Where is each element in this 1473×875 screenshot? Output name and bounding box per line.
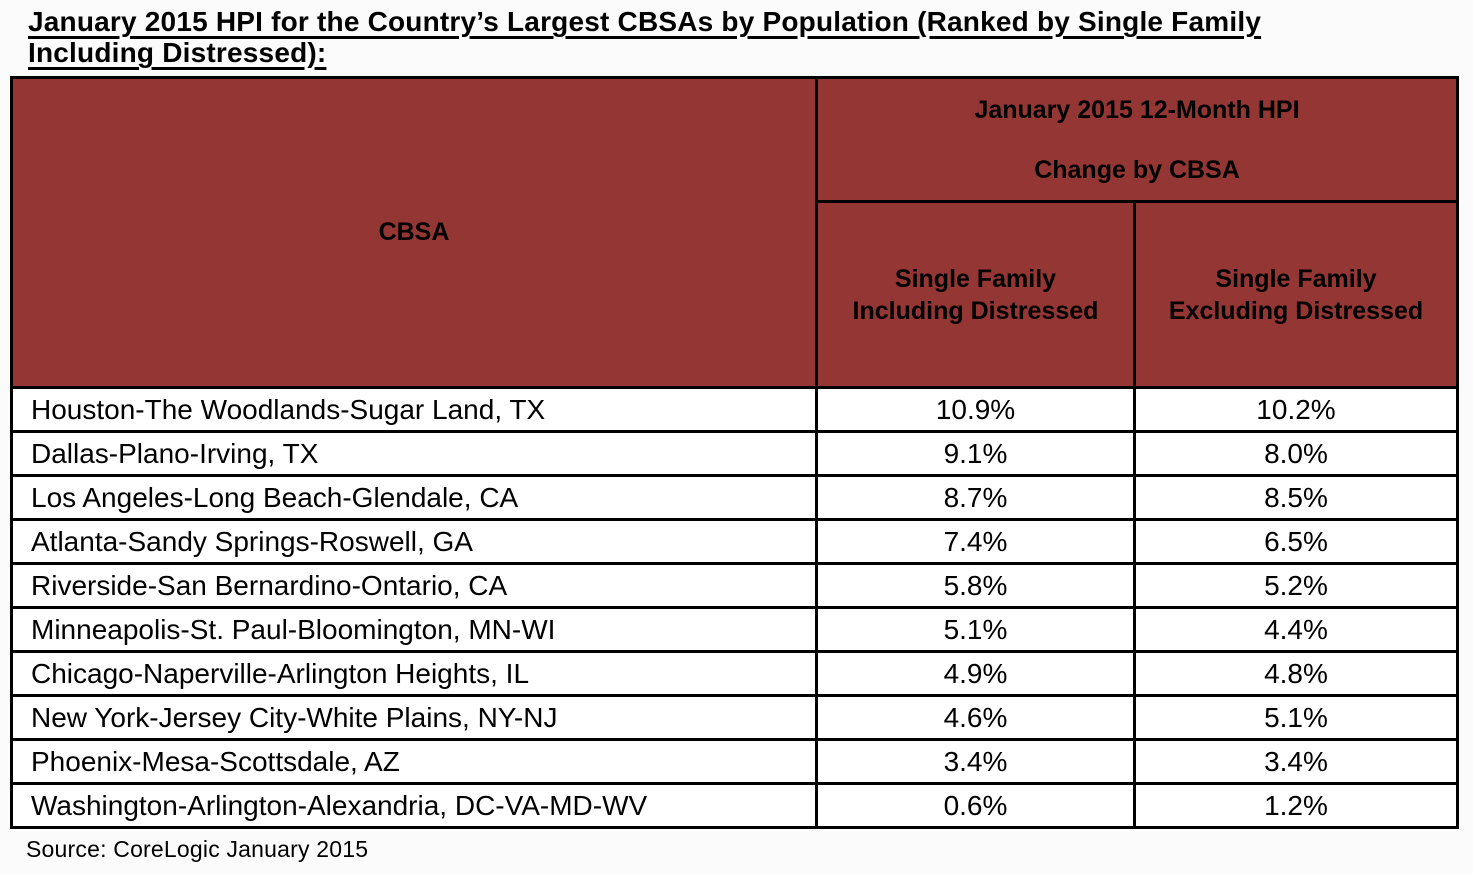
report-page: January 2015 HPI for the Country’s Large…: [0, 6, 1473, 875]
hpi-excluding-cell: 4.8%: [1133, 650, 1459, 697]
hpi-table-header: CBSA January 2015 12-Month HPI Change by…: [10, 76, 1459, 389]
hpi-including-cell: 5.1%: [815, 606, 1136, 653]
hpi-excluding-cell: 6.5%: [1133, 518, 1459, 565]
cbsa-cell: Atlanta-Sandy Springs-Roswell, GA: [10, 518, 818, 565]
table-row: Los Angeles-Long Beach-Glendale, CA 8.7%…: [10, 474, 1459, 521]
page-title: January 2015 HPI for the Country’s Large…: [28, 6, 1473, 68]
hpi-excluding-cell: 8.0%: [1133, 430, 1459, 477]
hpi-including-cell: 10.9%: [815, 386, 1136, 433]
cbsa-cell: Dallas-Plano-Irving, TX: [10, 430, 818, 477]
cbsa-cell: Chicago-Naperville-Arlington Heights, IL: [10, 650, 818, 697]
table-row: Atlanta-Sandy Springs-Roswell, GA 7.4% 6…: [10, 518, 1459, 565]
hpi-including-cell: 5.8%: [815, 562, 1136, 609]
page-title-line2: Including Distressed):: [28, 37, 327, 68]
table-row: New York-Jersey City-White Plains, NY-NJ…: [10, 694, 1459, 741]
hpi-excluding-cell: 5.2%: [1133, 562, 1459, 609]
including-distressed-column-header: Single Family Including Distressed: [815, 200, 1136, 389]
hpi-including-cell: 3.4%: [815, 738, 1136, 785]
table-row: Chicago-Naperville-Arlington Heights, IL…: [10, 650, 1459, 697]
hpi-excluding-cell: 10.2%: [1133, 386, 1459, 433]
table-row: Minneapolis-St. Paul-Bloomington, MN-WI …: [10, 606, 1459, 653]
excluding-distressed-column-header: Single Family Excluding Distressed: [1133, 200, 1459, 389]
hpi-excluding-cell: 4.4%: [1133, 606, 1459, 653]
hpi-including-cell: 4.6%: [815, 694, 1136, 741]
hpi-including-cell: 0.6%: [815, 782, 1136, 829]
cbsa-cell: Houston-The Woodlands-Sugar Land, TX: [10, 386, 818, 433]
table-row: Dallas-Plano-Irving, TX 9.1% 8.0%: [10, 430, 1459, 477]
cbsa-cell: Phoenix-Mesa-Scottsdale, AZ: [10, 738, 818, 785]
group-column-header: January 2015 12-Month HPI Change by CBSA: [815, 76, 1459, 203]
cbsa-column-header: CBSA: [10, 76, 818, 389]
table-row: Riverside-San Bernardino-Ontario, CA 5.8…: [10, 562, 1459, 609]
table-row: Phoenix-Mesa-Scottsdale, AZ 3.4% 3.4%: [10, 738, 1459, 785]
cbsa-cell: Los Angeles-Long Beach-Glendale, CA: [10, 474, 818, 521]
cbsa-cell: Minneapolis-St. Paul-Bloomington, MN-WI: [10, 606, 818, 653]
hpi-including-cell: 9.1%: [815, 430, 1136, 477]
cbsa-cell: New York-Jersey City-White Plains, NY-NJ: [10, 694, 818, 741]
cbsa-cell: Washington-Arlington-Alexandria, DC-VA-M…: [10, 782, 818, 829]
hpi-table-body: Houston-The Woodlands-Sugar Land, TX 10.…: [10, 386, 1459, 829]
page-title-line1: January 2015 HPI for the Country’s Large…: [28, 6, 1262, 37]
table-row: Houston-The Woodlands-Sugar Land, TX 10.…: [10, 386, 1459, 433]
cbsa-cell: Riverside-San Bernardino-Ontario, CA: [10, 562, 818, 609]
table-row: Washington-Arlington-Alexandria, DC-VA-M…: [10, 782, 1459, 829]
hpi-excluding-cell: 8.5%: [1133, 474, 1459, 521]
hpi-including-cell: 4.9%: [815, 650, 1136, 697]
hpi-including-cell: 8.7%: [815, 474, 1136, 521]
hpi-excluding-cell: 5.1%: [1133, 694, 1459, 741]
hpi-excluding-cell: 1.2%: [1133, 782, 1459, 829]
source-note: Source: CoreLogic January 2015: [26, 836, 369, 862]
hpi-table: CBSA January 2015 12-Month HPI Change by…: [10, 76, 1459, 829]
hpi-excluding-cell: 3.4%: [1133, 738, 1459, 785]
hpi-including-cell: 7.4%: [815, 518, 1136, 565]
